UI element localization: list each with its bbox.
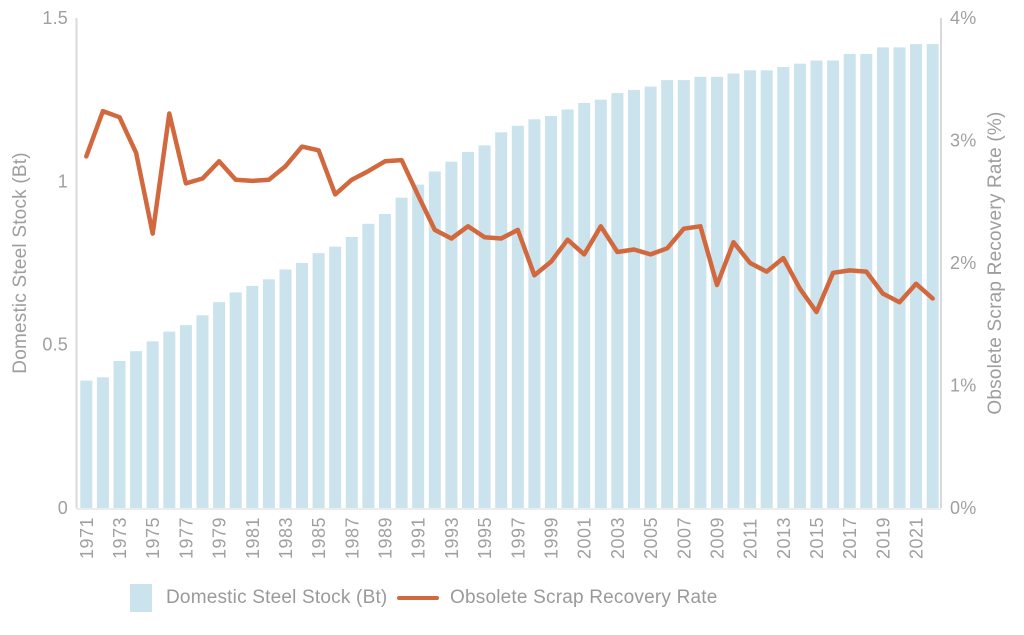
x-tick-1991: 1991 [409, 517, 429, 559]
bar-2005 [644, 86, 657, 508]
x-tick-1995: 1995 [475, 517, 495, 559]
x-tick-2011: 2011 [741, 518, 761, 559]
right-tick-4%: 4% [950, 8, 976, 28]
x-tick-1993: 1993 [442, 517, 462, 559]
bar-1975 [146, 341, 159, 508]
bar-2020 [893, 47, 906, 509]
x-tick-2001: 2001 [575, 517, 595, 559]
right-tick-2%: 2% [950, 253, 976, 273]
x-tick-2021: 2021 [907, 517, 927, 559]
legend-label-steel-stock: Domestic Steel Stock (Bt) [166, 587, 388, 608]
x-tick-2013: 2013 [774, 517, 794, 559]
bar-1973 [113, 361, 126, 508]
x-tick-1983: 1983 [276, 517, 296, 559]
bar-1980 [229, 292, 242, 508]
recovery-rate-line [84, 108, 935, 315]
bar-2013 [777, 67, 790, 508]
bar-2006 [661, 80, 674, 508]
bar-2022 [926, 44, 939, 508]
bar-2004 [628, 89, 640, 509]
bar-2007 [677, 80, 690, 508]
bar-1998 [528, 119, 541, 509]
bar-1986 [329, 246, 342, 508]
bar-1995 [478, 145, 491, 508]
bar-2008 [694, 76, 707, 509]
x-tick-1979: 1979 [210, 517, 230, 559]
legend-item-steel-stock: Domestic Steel Stock (Bt) [130, 583, 387, 613]
bar-1992 [428, 171, 441, 508]
x-tick-2005: 2005 [641, 517, 661, 559]
bar-1990 [395, 197, 408, 508]
legend-label-recovery-rate: Obsolete Scrap Recovery Rate [450, 587, 718, 608]
bar-2002 [594, 99, 607, 508]
bar-1979 [213, 302, 226, 508]
bar-2015 [810, 60, 823, 508]
bar-1974 [130, 351, 143, 508]
bar-1977 [179, 325, 192, 508]
x-tick-2015: 2015 [807, 517, 827, 559]
x-tick-1989: 1989 [376, 517, 396, 559]
bar-1985 [312, 253, 325, 508]
left-tick-0: 0 [58, 498, 68, 518]
bar-2012 [760, 70, 773, 509]
left-tick-0.5: 0.5 [42, 335, 68, 355]
line-swatch-icon [397, 596, 439, 600]
bar-1987 [345, 236, 358, 508]
bar-2009 [711, 76, 723, 509]
bar-1972 [96, 377, 109, 508]
right-tick-3%: 3% [950, 131, 976, 151]
bar-2017 [843, 53, 856, 509]
bar-2000 [561, 109, 574, 508]
bar-1982 [262, 279, 275, 508]
bar-2021 [910, 44, 923, 508]
bar-1983 [279, 269, 292, 508]
bar-1971 [80, 380, 93, 508]
bar-2010 [727, 73, 740, 508]
x-tick-2009: 2009 [708, 517, 728, 559]
bar-1981 [246, 285, 259, 508]
x-tick-2003: 2003 [608, 517, 628, 559]
bar-1999 [545, 116, 557, 508]
legend-item-recovery-rate: Obsolete Scrap Recovery Rate [397, 583, 718, 613]
bar-2011 [744, 70, 757, 509]
bar-1978 [196, 315, 209, 508]
x-tick-2007: 2007 [674, 517, 694, 559]
bar-swatch-icon [130, 584, 152, 612]
x-tick-1981: 1981 [243, 517, 263, 559]
bar-2019 [876, 47, 889, 509]
bar-2001 [578, 102, 591, 509]
x-tick-1999: 1999 [542, 517, 562, 559]
x-tick-2017: 2017 [840, 517, 860, 559]
bar-1989 [379, 214, 391, 508]
left-axis-title: Domestic Steel Stock (Bt) [10, 152, 31, 374]
x-tick-1975: 1975 [143, 517, 163, 559]
bar-1997 [511, 125, 524, 509]
bar-2018 [860, 53, 873, 509]
x-tick-2019: 2019 [873, 517, 893, 559]
bar-1988 [362, 223, 375, 509]
bar-1994 [462, 151, 474, 508]
x-tick-1985: 1985 [309, 517, 329, 559]
x-tick-1997: 1997 [508, 517, 528, 559]
bar-2016 [827, 60, 840, 508]
right-axis-title: Obsolete Scrap Recovery Rate (%) [985, 111, 1006, 415]
left-tick-1: 1 [58, 171, 68, 191]
bar-1996 [495, 132, 508, 509]
bar-1984 [296, 263, 308, 508]
left-tick-1.5: 1.5 [42, 8, 68, 28]
bar-1993 [445, 161, 458, 508]
x-tick-1987: 1987 [342, 517, 362, 559]
x-tick-1971: 1971 [77, 517, 97, 559]
bar-1991 [412, 184, 425, 508]
right-tick-0%: 0% [950, 498, 976, 518]
x-tick-1973: 1973 [110, 517, 130, 559]
right-tick-1%: 1% [950, 376, 976, 396]
bar-2003 [611, 93, 624, 508]
bar-1976 [163, 331, 176, 508]
x-tick-1977: 1977 [176, 517, 196, 559]
